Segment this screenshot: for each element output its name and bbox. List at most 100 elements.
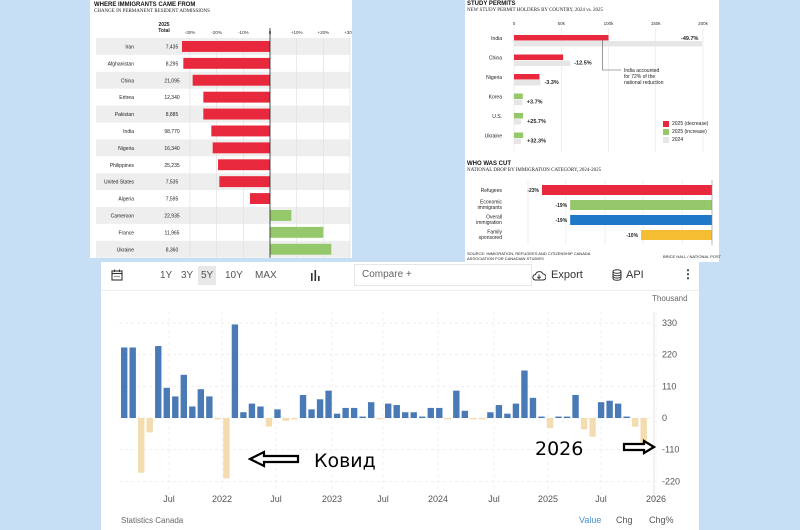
right-arrow-icon: [622, 439, 656, 455]
calendar-icon[interactable]: [111, 269, 123, 281]
bar: [478, 418, 486, 420]
bar-france: [270, 226, 324, 238]
india-annotation: India accounted for 72% of the national …: [624, 68, 663, 86]
immigrants-subtitle: CHANGE IN PERMANENT RESIDENT ADMISSIONS: [94, 9, 210, 14]
x-tick-label: 2024: [428, 494, 448, 504]
legend-swatch-gray: [663, 137, 669, 143]
x-tick-label: +30%: [344, 30, 352, 35]
annotation-line: India accounted: [624, 68, 660, 74]
change-label: -3.3%: [544, 80, 558, 86]
change-label: +32.3%: [527, 139, 546, 145]
category-label: sponsored: [479, 235, 503, 241]
total-value: 8,295: [166, 61, 179, 67]
range-max-button[interactable]: MAX: [255, 270, 277, 281]
bar: [248, 403, 256, 418]
bar-eritrea: [203, 91, 270, 103]
category-label: immigration: [476, 220, 502, 226]
compare-input[interactable]: Compare +: [354, 264, 532, 286]
bar: [180, 374, 187, 418]
country-label: Pakistan: [115, 112, 134, 118]
x-tick-label: 2026: [646, 494, 666, 504]
bar: [453, 390, 460, 418]
annotation-leader-line: [602, 39, 621, 71]
country-label: U.S.: [492, 114, 502, 120]
bar-overall-immigration: [570, 215, 712, 225]
x-tick-label: -20%: [211, 30, 222, 35]
percent-label: -19%: [555, 203, 567, 209]
bar-2025: [514, 74, 540, 80]
database-icon[interactable]: [612, 269, 622, 281]
export-button[interactable]: Export: [551, 269, 583, 281]
change-label: -12.5%: [574, 61, 592, 67]
y-tick-label: -220: [662, 476, 680, 486]
bar-2025: [514, 132, 524, 138]
mode-value-button[interactable]: Value: [579, 515, 602, 525]
bar: [291, 418, 298, 420]
legend-label: 2025 (decrease): [672, 121, 709, 127]
country-label: Nigeria: [118, 146, 134, 152]
api-button[interactable]: API: [626, 269, 644, 281]
total-value: 16,340: [164, 146, 180, 152]
chart-type-icon[interactable]: [310, 270, 322, 281]
study-subtitle: NEW STUDY PERMIT HOLDERS BY COUNTRY, 202…: [467, 8, 604, 13]
bar: [410, 412, 417, 418]
cut-title: WHO WAS CUT: [467, 161, 511, 167]
mode-chgpct-button[interactable]: Chg%: [649, 515, 674, 525]
bar-2024: [514, 138, 521, 144]
y-tick-label: 220: [662, 350, 677, 360]
y-tick-label: 0: [662, 413, 667, 423]
bar-2024: [514, 80, 541, 86]
cloud-download-icon[interactable]: [532, 270, 546, 281]
change-label: +25.7%: [527, 119, 546, 125]
range-1y-button[interactable]: 1Y: [160, 270, 173, 281]
bar-afghanistan: [183, 57, 270, 69]
range-3y-button[interactable]: 3Y: [181, 270, 194, 281]
bar: [376, 418, 383, 420]
bar-nigeria: [212, 142, 270, 154]
x-tick-label: Jul: [270, 494, 282, 504]
total-header-label: Total: [158, 28, 170, 34]
bar: [461, 410, 469, 418]
legend-item: 2025 (increase): [663, 128, 708, 136]
bar: [504, 413, 511, 418]
country-label: Algeria: [118, 197, 134, 203]
bar-cameroon: [270, 210, 292, 221]
country-label: Ukraine: [117, 247, 134, 253]
x-tick-label: 50k: [558, 21, 566, 26]
x-tick-label: Jul: [488, 494, 500, 504]
bar: [487, 412, 494, 418]
more-options-icon[interactable]: ⋮: [682, 267, 694, 281]
bar: [342, 407, 349, 418]
bar: [572, 394, 579, 418]
study-title: STUDY PERMITS: [467, 1, 516, 7]
bar: [240, 412, 247, 418]
bar: [257, 406, 264, 418]
bar: [589, 418, 596, 437]
unit-label: Thousand: [652, 294, 688, 303]
year-2026-label: 2026: [535, 438, 584, 460]
bar: [359, 416, 366, 418]
change-label: +3.7%: [527, 100, 543, 106]
study-chart: 0 50k 100k 150k 200k India -49.7% China -12.5% Ni…: [485, 21, 709, 152]
country-label: China: [489, 56, 502, 62]
bar: [350, 407, 358, 418]
country-label: India: [491, 36, 502, 42]
category-label: Refugees: [481, 188, 503, 194]
x-tick-label: Jul: [163, 494, 175, 504]
bar: [393, 405, 400, 418]
total-value: 98,770: [164, 129, 180, 135]
range-10y-button[interactable]: 10Y: [225, 270, 243, 281]
legend-item: 2025 (decrease): [663, 120, 708, 128]
study-permits-panel: STUDY PERMITS NEW STUDY PERMIT HOLDERS B…: [465, 0, 721, 262]
bar: [623, 416, 630, 418]
bar-2025: [514, 35, 609, 41]
immigrants-panel: WHERE IMMIGRANTS CAME FROM CHANGE IN PER…: [90, 0, 352, 258]
bar: [325, 390, 332, 418]
country-label: Philippines: [110, 163, 135, 169]
mode-chg-button[interactable]: Chg: [616, 515, 633, 525]
country-label: United States: [104, 180, 135, 186]
bar: [538, 416, 545, 418]
range-5y-button[interactable]: 5Y: [198, 266, 217, 285]
x-tick-label: +20%: [318, 30, 330, 35]
bar: [138, 418, 145, 473]
